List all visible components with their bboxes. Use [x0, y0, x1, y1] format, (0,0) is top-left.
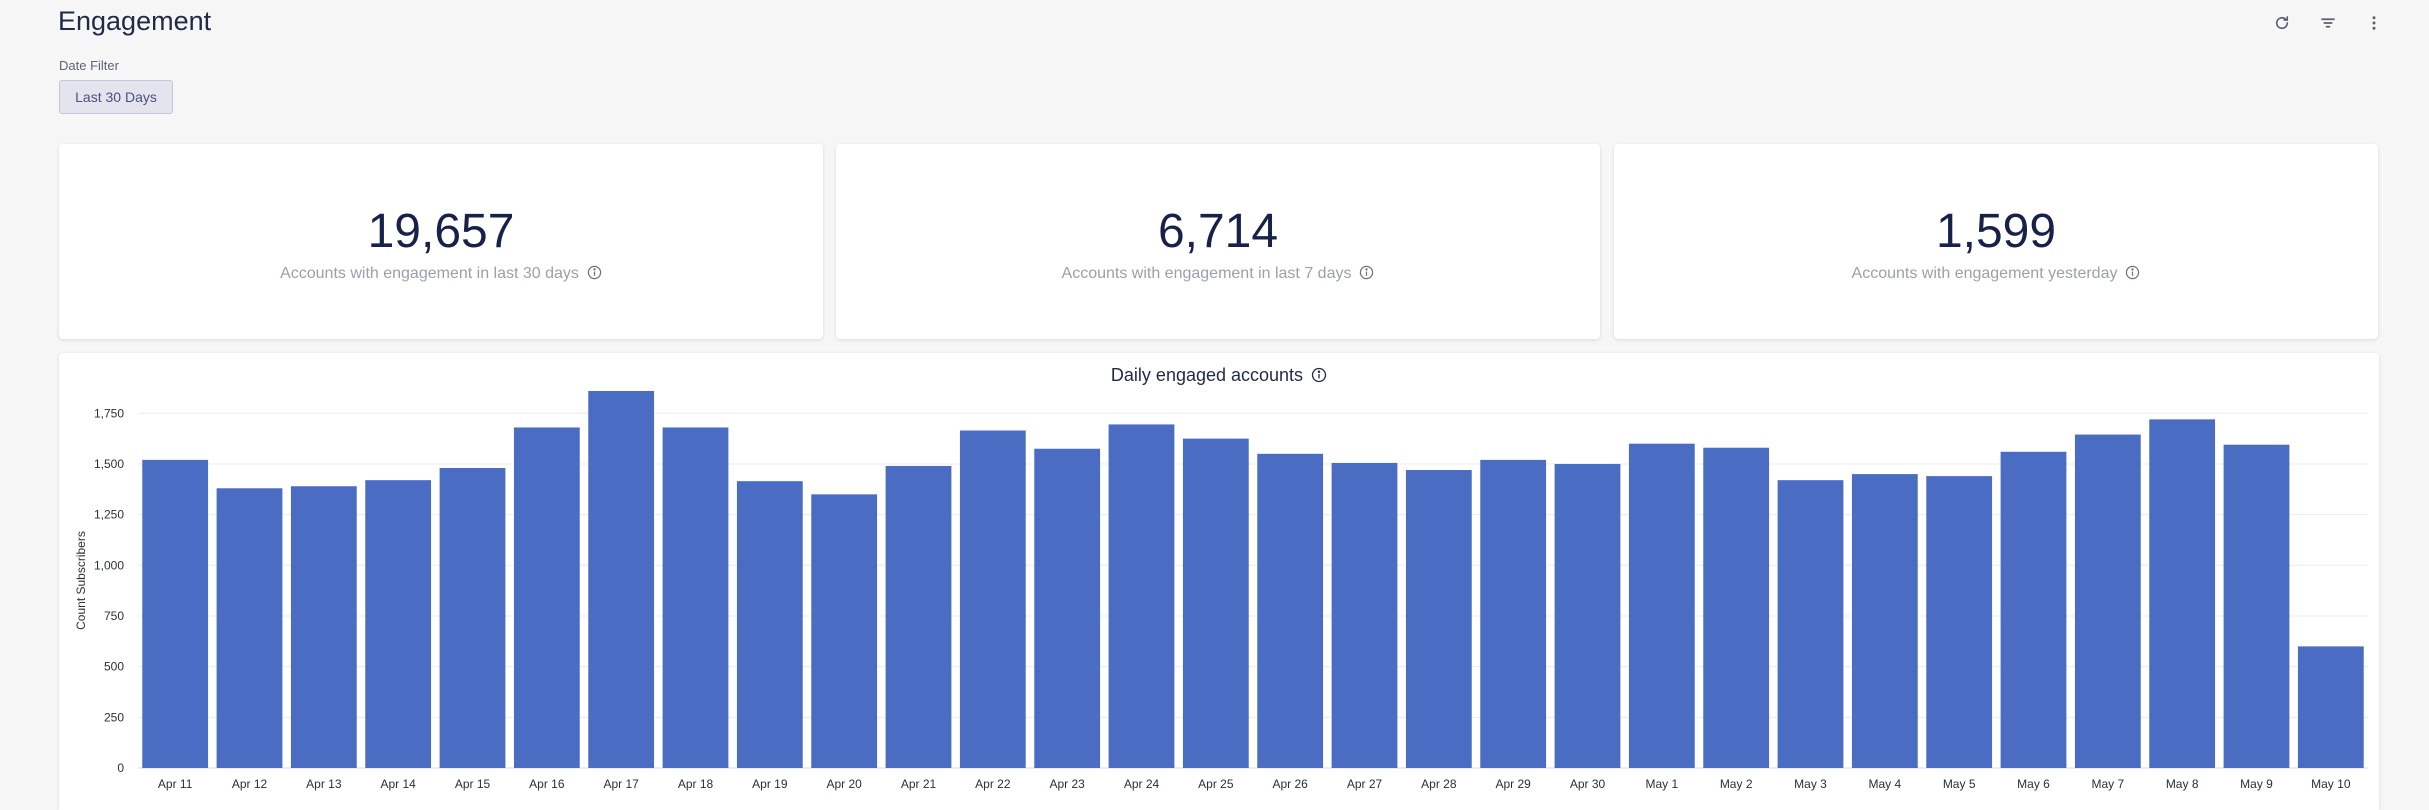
info-icon[interactable]: [587, 265, 602, 280]
chart-bar[interactable]: [2223, 444, 2290, 768]
x-tick-label: Apr 17: [603, 777, 639, 791]
chart-bar[interactable]: [1777, 480, 1844, 768]
chart-bar[interactable]: [216, 488, 283, 768]
refresh-icon: [2275, 16, 2289, 30]
chart-bar[interactable]: [2297, 646, 2364, 768]
kpi-label: Accounts with engagement in last 30 days: [280, 265, 579, 282]
more-options-button[interactable]: [2361, 10, 2387, 36]
chart-bar[interactable]: [1480, 459, 1547, 768]
chart-bar[interactable]: [1108, 424, 1175, 768]
page-title: Engagement: [58, 6, 212, 36]
chart-bar[interactable]: [662, 427, 729, 768]
x-tick-label: Apr 28: [1421, 777, 1457, 791]
daily-engaged-chart-card: Daily engaged accounts 0 250 500 750 1,000 1,…: [59, 353, 2379, 810]
x-tick-label: Apr 26: [1272, 777, 1308, 791]
chart-bar[interactable]: [1405, 470, 1472, 768]
y-tick-label: 1,250: [94, 508, 124, 522]
kpi-value: 1,599: [1935, 205, 2057, 258]
filter-icon: [2321, 18, 2335, 28]
kpi-card-7-days: 6,714 Accounts with engagement in last 7…: [836, 144, 1600, 339]
x-tick-label: May 9: [2240, 777, 2273, 791]
x-tick-label: May 10: [2311, 777, 2351, 791]
chart-bar[interactable]: [736, 481, 803, 768]
chart-bar[interactable]: [1331, 462, 1398, 768]
chart-bar[interactable]: [142, 459, 209, 768]
chart-title: Daily engaged accounts: [59, 365, 2379, 386]
chart-bar[interactable]: [2000, 451, 2067, 768]
x-tick-label: May 3: [1794, 777, 1827, 791]
y-tick-label: 1,000: [94, 558, 124, 572]
y-tick-label: 1,500: [94, 457, 124, 471]
date-filter-button[interactable]: Last 30 Days: [59, 80, 173, 114]
kpi-value: 6,714: [1157, 205, 1279, 258]
chart-bar[interactable]: [513, 427, 580, 768]
x-tick-label: Apr 19: [752, 777, 788, 791]
chart-bar[interactable]: [959, 430, 1026, 769]
y-tick-label: 1,750: [94, 406, 124, 420]
chart-bar[interactable]: [1926, 476, 1993, 768]
x-tick-label: Apr 12: [232, 777, 268, 791]
refresh-button[interactable]: [2269, 10, 2295, 36]
chart-title-text: Daily engaged accounts: [1110, 365, 1304, 385]
kpi-description: Accounts with engagement in last 30 days: [59, 265, 823, 283]
x-tick-label: Apr 30: [1570, 777, 1606, 791]
more-vertical-icon: [2372, 16, 2376, 30]
kpi-label: Accounts with engagement yesterday: [1851, 265, 2118, 282]
chart-bar[interactable]: [811, 494, 878, 768]
bar-chart: 0 250 500 750 1,000 1,250 1,500 1,750 Count Subs…: [74, 390, 2368, 791]
kpi-label: Accounts with engagement in last 7 days: [1061, 265, 1352, 282]
kpi-value: 19,657: [367, 205, 515, 258]
x-tick-label: Apr 24: [1124, 777, 1160, 791]
toolbar: [2269, 10, 2387, 36]
x-tick-label: May 8: [2166, 777, 2199, 791]
chart-bar[interactable]: [1257, 453, 1324, 768]
x-tick-label: Apr 23: [1049, 777, 1085, 791]
info-icon[interactable]: [1359, 265, 1374, 280]
x-tick-label: Apr 16: [529, 777, 565, 791]
x-tick-label: Apr 11: [158, 777, 193, 791]
chart-bar[interactable]: [885, 465, 952, 768]
chart-bar[interactable]: [1703, 447, 1770, 768]
x-tick-label: Apr 15: [455, 777, 491, 791]
chart-bar[interactable]: [439, 468, 506, 768]
chart-bar[interactable]: [2149, 419, 2216, 768]
x-tick-label: Apr 20: [826, 777, 862, 791]
y-tick-label: 0: [117, 761, 124, 775]
x-tick-label: Apr 27: [1347, 777, 1383, 791]
info-icon[interactable]: [2125, 265, 2140, 280]
chart-bar[interactable]: [1628, 443, 1695, 768]
x-tick-label: Apr 14: [380, 777, 416, 791]
kpi-description: Accounts with engagement yesterday: [1614, 265, 2378, 283]
chart-bar[interactable]: [290, 486, 357, 768]
chart-bar[interactable]: [1034, 448, 1101, 768]
chart-bar[interactable]: [2074, 434, 2141, 768]
kpi-card-yesterday: 1,599 Accounts with engagement yesterday: [1614, 144, 2378, 339]
x-tick-label: Apr 22: [975, 777, 1011, 791]
x-tick-label: May 5: [1943, 777, 1976, 791]
chart-bar[interactable]: [588, 390, 655, 768]
kpi-card-30-days: 19,657 Accounts with engagement in last …: [59, 144, 823, 339]
chart-bar[interactable]: [365, 480, 432, 768]
chart-bar[interactable]: [1554, 463, 1621, 768]
x-tick-label: May 4: [1868, 777, 1901, 791]
y-tick-label: 250: [104, 710, 124, 724]
y-tick-label: 750: [104, 609, 124, 623]
x-tick-label: Apr 29: [1495, 777, 1531, 791]
x-tick-label: Apr 18: [678, 777, 714, 791]
x-tick-label: Apr 13: [306, 777, 342, 791]
date-filter-label: Date Filter: [59, 58, 119, 73]
y-tick-label: 500: [104, 660, 124, 674]
chart-bar[interactable]: [1182, 438, 1249, 768]
x-tick-label: May 7: [2091, 777, 2124, 791]
chart-bar[interactable]: [1851, 474, 1918, 768]
info-icon[interactable]: [1311, 367, 1327, 383]
x-tick-label: Apr 21: [901, 777, 937, 791]
kpi-description: Accounts with engagement in last 7 days: [836, 265, 1600, 283]
x-tick-label: May 6: [2017, 777, 2050, 791]
x-tick-label: Apr 25: [1198, 777, 1234, 791]
y-axis-label: Count Subscribers: [74, 531, 88, 630]
filter-button[interactable]: [2315, 10, 2341, 36]
x-tick-label: May 2: [1720, 777, 1753, 791]
x-tick-label: May 1: [1645, 777, 1678, 791]
